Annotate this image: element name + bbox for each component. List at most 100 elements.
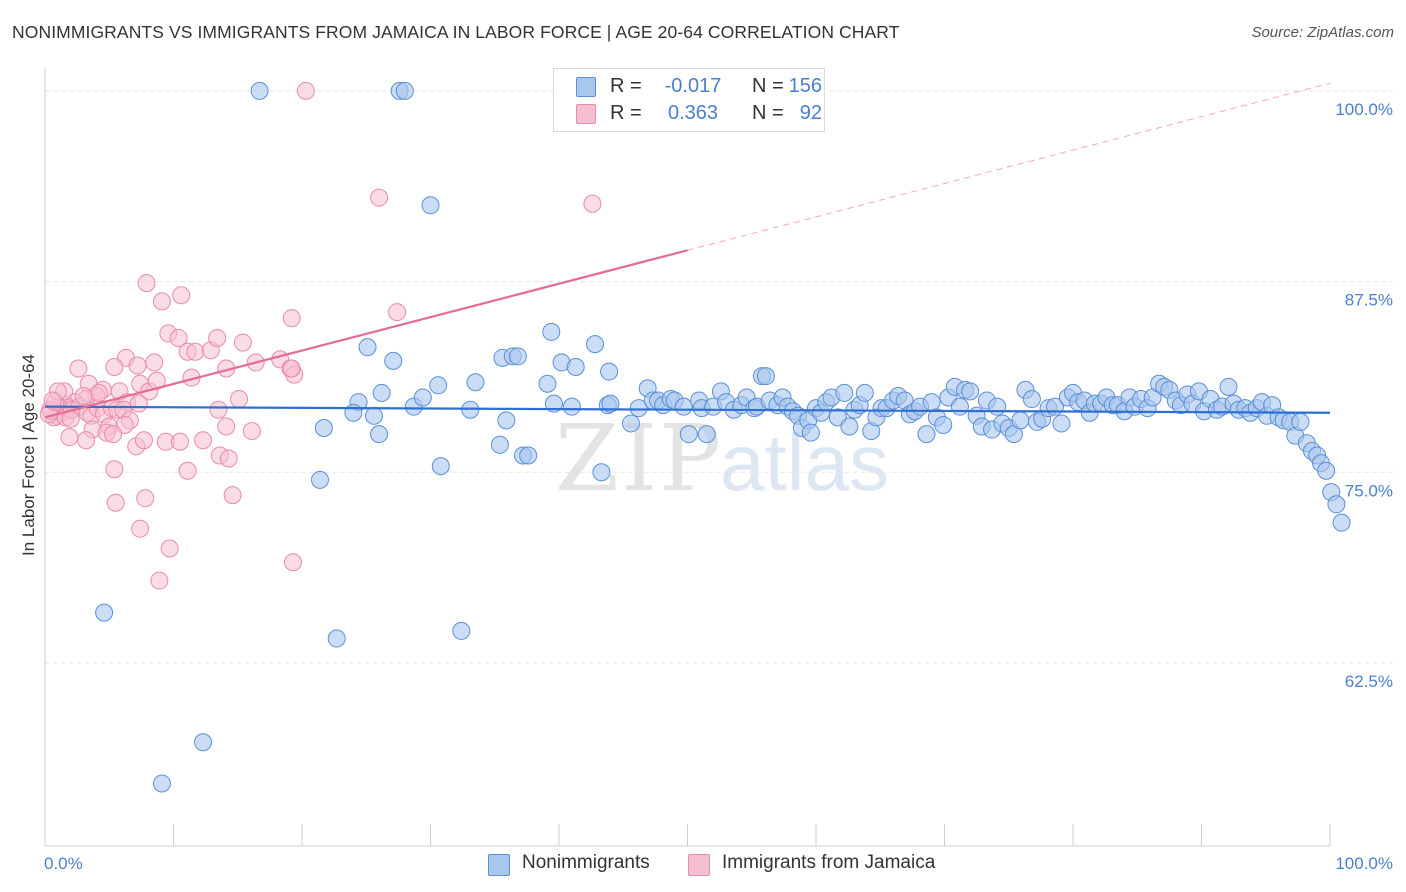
data-point-nonimmigrant <box>508 347 527 366</box>
data-point-nonimmigrant <box>585 335 604 354</box>
y-tick-label: 62.5% <box>1345 672 1393 691</box>
legend-r-value: 0.363 <box>667 102 719 124</box>
data-point-jamaica <box>134 431 153 450</box>
data-point-nonimmigrant <box>1291 412 1310 431</box>
data-point-nonimmigrant <box>756 367 775 386</box>
series-nonimmigrants-points <box>95 81 1351 793</box>
data-point-jamaica <box>370 188 389 207</box>
legend-r-label: R = <box>610 102 642 124</box>
data-point-nonimmigrant <box>344 403 363 422</box>
data-point-nonimmigrant <box>429 376 448 395</box>
data-point-nonimmigrant <box>384 351 403 370</box>
data-point-nonimmigrant <box>466 373 485 392</box>
data-point-jamaica <box>230 390 249 409</box>
data-point-nonimmigrant <box>194 733 213 752</box>
data-point-nonimmigrant <box>519 446 538 465</box>
data-point-jamaica <box>89 383 108 402</box>
data-point-nonimmigrant <box>621 414 640 433</box>
data-point-nonimmigrant <box>95 603 114 622</box>
data-point-jamaica <box>282 309 301 328</box>
data-point-nonimmigrant <box>497 411 516 430</box>
legend-r-label: R = <box>610 75 642 97</box>
data-point-jamaica <box>104 425 123 444</box>
data-point-jamaica <box>105 357 124 376</box>
trend-lines <box>44 82 1331 419</box>
data-point-jamaica <box>186 342 205 361</box>
data-point-nonimmigrant <box>934 415 953 434</box>
chart-title: NONIMMIGRANTS VS IMMIGRANTS FROM JAMAICA… <box>12 22 900 42</box>
data-point-nonimmigrant <box>327 629 346 648</box>
data-point-nonimmigrant <box>562 397 581 416</box>
data-point-nonimmigrant <box>1219 377 1238 396</box>
data-point-jamaica <box>178 461 197 480</box>
data-point-jamaica <box>217 417 236 436</box>
data-point-nonimmigrant <box>697 425 716 444</box>
x-tick-label: 100.0% <box>1335 854 1393 873</box>
data-point-nonimmigrant <box>840 417 859 436</box>
data-point-nonimmigrant <box>1317 461 1336 480</box>
data-point-nonimmigrant <box>421 196 440 215</box>
data-point-nonimmigrant <box>372 383 391 402</box>
data-point-nonimmigrant <box>452 621 471 640</box>
data-point-nonimmigrant <box>542 322 561 341</box>
series-jamaica-points <box>39 81 602 590</box>
correlation-legend: R = -0.017 N = 156 R = 0.363 N = 92 <box>553 68 825 132</box>
data-point-jamaica <box>170 432 189 451</box>
data-point-nonimmigrant <box>566 357 585 376</box>
data-point-jamaica <box>169 329 188 348</box>
data-point-nonimmigrant <box>1011 411 1030 430</box>
data-point-nonimmigrant <box>250 81 269 100</box>
data-point-jamaica <box>77 431 96 450</box>
trend-line-jamaica <box>44 249 688 419</box>
data-point-nonimmigrant <box>310 470 329 489</box>
data-point-jamaica <box>60 428 79 447</box>
data-point-jamaica <box>284 553 303 572</box>
data-point-nonimmigrant <box>835 383 854 402</box>
data-point-nonimmigrant <box>1022 390 1041 409</box>
data-point-nonimmigrant <box>413 388 432 407</box>
data-point-jamaica <box>223 486 242 505</box>
data-point-jamaica <box>145 353 164 372</box>
data-point-nonimmigrant <box>950 397 969 416</box>
data-point-jamaica <box>194 431 213 450</box>
data-point-jamaica <box>131 519 150 538</box>
data-point-nonimmigrant <box>988 397 1007 416</box>
data-point-jamaica <box>105 460 124 479</box>
data-point-nonimmigrant <box>961 382 980 401</box>
y-axis-label: In Labor Force | Age 20-64 <box>19 354 38 556</box>
data-point-jamaica <box>129 394 148 413</box>
source-label: Source: ZipAtlas.com <box>1251 24 1394 41</box>
data-point-jamaica <box>152 292 171 311</box>
data-point-jamaica <box>583 194 602 213</box>
data-point-jamaica <box>219 449 238 468</box>
data-point-nonimmigrant <box>544 394 563 413</box>
legend-r-value: -0.017 <box>664 75 722 97</box>
data-point-nonimmigrant <box>152 774 171 793</box>
legend-swatch-pink <box>576 104 596 124</box>
data-point-nonimmigrant <box>601 394 620 413</box>
legend-swatch-blue <box>488 854 510 876</box>
data-point-jamaica <box>43 391 62 410</box>
data-point-nonimmigrant <box>1332 513 1351 532</box>
legend-swatch-pink <box>688 854 710 876</box>
tick-labels: 62.5% 75.0% 87.5% 100.0% 0.0% 100.0% <box>44 100 1393 873</box>
data-point-jamaica <box>69 359 88 378</box>
legend-n-value: 156 <box>788 75 822 97</box>
data-point-nonimmigrant <box>592 463 611 482</box>
data-point-nonimmigrant <box>431 457 450 476</box>
legend-n-label: N = <box>752 102 784 124</box>
data-point-nonimmigrant <box>679 425 698 444</box>
trend-line-nonimmigrants <box>44 405 1331 414</box>
axes <box>44 68 1331 847</box>
data-point-jamaica <box>106 493 125 512</box>
data-point-jamaica <box>388 303 407 322</box>
data-point-jamaica <box>233 333 252 352</box>
data-point-nonimmigrant <box>364 406 383 425</box>
data-point-nonimmigrant <box>801 423 820 442</box>
data-point-jamaica <box>137 274 156 293</box>
data-point-jamaica <box>136 489 155 508</box>
y-tick-label: 87.5% <box>1345 291 1393 310</box>
data-point-jamaica <box>160 539 179 558</box>
data-point-jamaica <box>172 286 191 305</box>
